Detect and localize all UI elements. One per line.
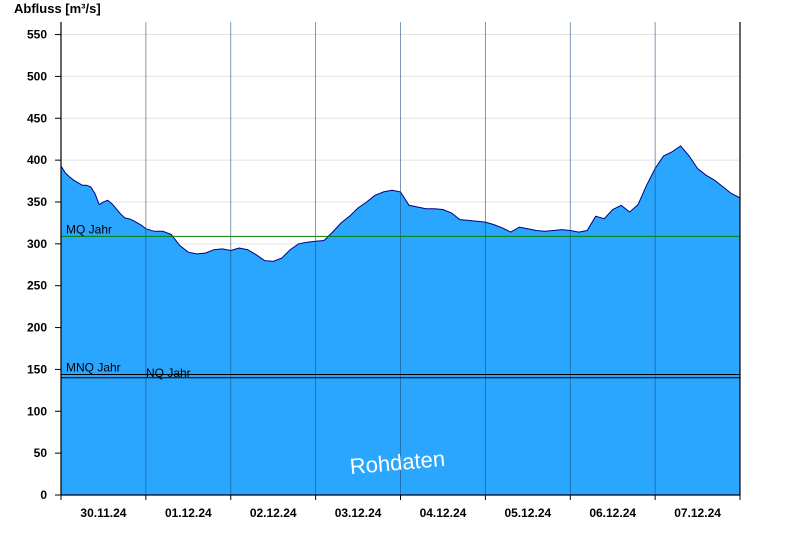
- y-tick-label-550: 550: [27, 28, 47, 42]
- y-tick-label-200: 200: [27, 321, 47, 335]
- y-tick-label-0: 0: [40, 488, 47, 502]
- discharge-line: [60, 145, 741, 262]
- y-tick-label-100: 100: [27, 404, 47, 418]
- y-axis-label: Abfluss [m³/s]: [14, 1, 101, 16]
- x-tick-label-4: 04.12.24: [420, 506, 467, 520]
- y-ticks: 0 50 100 150 200 250 300 350 400 450 500 550: [27, 28, 61, 502]
- x-tick-label-5: 05.12.24: [504, 506, 551, 520]
- x-tick-label-1: 01.12.24: [165, 506, 212, 520]
- ref-label-0: MQ Jahr: [66, 222, 112, 236]
- day-gridlines: [145, 22, 656, 495]
- x-tick-label-6: 06.12.24: [589, 506, 636, 520]
- y-tick-label-350: 350: [27, 195, 47, 209]
- x-ticks: 30.11.24 01.12.24 02.12.24 03.12.24 04.12.24…: [60, 495, 741, 520]
- x-tick-label-0: 30.11.24: [80, 506, 126, 520]
- ref-label-2: NQ Jahr: [146, 366, 191, 380]
- y-tick-label-450: 450: [27, 111, 47, 125]
- y-tick-label-400: 400: [27, 153, 47, 167]
- ref-label-1: MNQ Jahr: [66, 360, 121, 374]
- y-tick-label-300: 300: [27, 237, 47, 251]
- x-tick-label-2: 02.12.24: [250, 506, 297, 520]
- y-tick-label-150: 150: [27, 362, 47, 376]
- y-tick-label-250: 250: [27, 279, 47, 293]
- y-tick-label-50: 50: [34, 446, 48, 460]
- y-tick-label-500: 500: [27, 69, 47, 83]
- x-tick-label-7: 07.12.24: [674, 506, 721, 520]
- reference-lines: MQ Jahr MNQ Jahr NQ Jahr: [61, 222, 740, 380]
- x-tick-label-3: 03.12.24: [335, 506, 382, 520]
